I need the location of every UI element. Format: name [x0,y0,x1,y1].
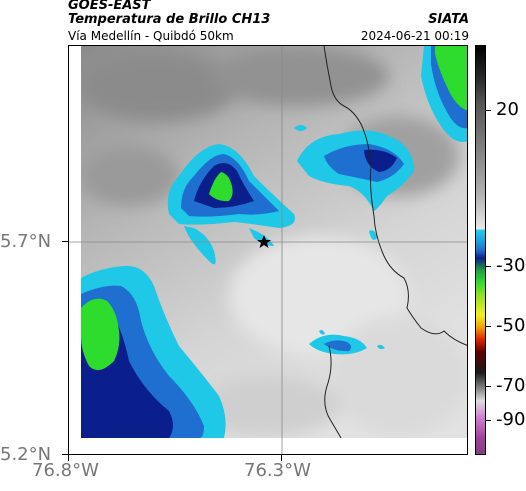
lat-label-5-7: 5.7°N [0,231,52,252]
border-line [323,46,467,346]
lon-label-76-8: 76.8°W [32,460,99,481]
cloud-upper-middle [167,144,295,265]
no-data-left [69,46,81,454]
cloud-top-right [421,46,467,142]
lon-tick [68,455,69,461]
product-title: Temperatura de Brillo CH13 [68,12,271,27]
no-data-bottom [69,438,467,454]
colorbar-tick [486,110,491,111]
region-subtitle: Vía Medellín - Quibdó 50km [68,29,234,43]
colorbar-label-20: 20 [496,99,519,120]
coast-line [324,345,342,439]
colorbar-tick [486,386,491,387]
lon-label-76-3: 76.3°W [244,460,311,481]
map-canvas [69,46,467,454]
cloud-upper-right [294,125,414,240]
colorbar-label-minus50: -50 [496,315,526,336]
brightness-temperature-map[interactable] [68,45,468,455]
satellite-title: GOES-EAST [68,0,151,13]
lat-tick [62,241,68,242]
lat-tick [62,454,68,455]
colorbar-tick [486,326,491,327]
location-star-icon[interactable] [257,235,271,248]
colorbar-tick [486,420,491,421]
temperature-colorbar [475,45,486,455]
timestamp-label: 2024-06-21 00:19 [360,29,469,43]
cloud-lower-left [81,265,226,438]
org-label: SIATA [428,12,469,27]
lat-label-5-2: 5.2°N [0,444,52,465]
colorbar-tick [486,266,491,267]
cloud-lower-middle [309,330,385,355]
colorbar-label-minus30: -30 [496,255,526,276]
lon-tick [281,455,282,461]
colorbar-label-minus90: -90 [496,409,526,430]
colorbar-label-minus70: -70 [496,375,526,396]
